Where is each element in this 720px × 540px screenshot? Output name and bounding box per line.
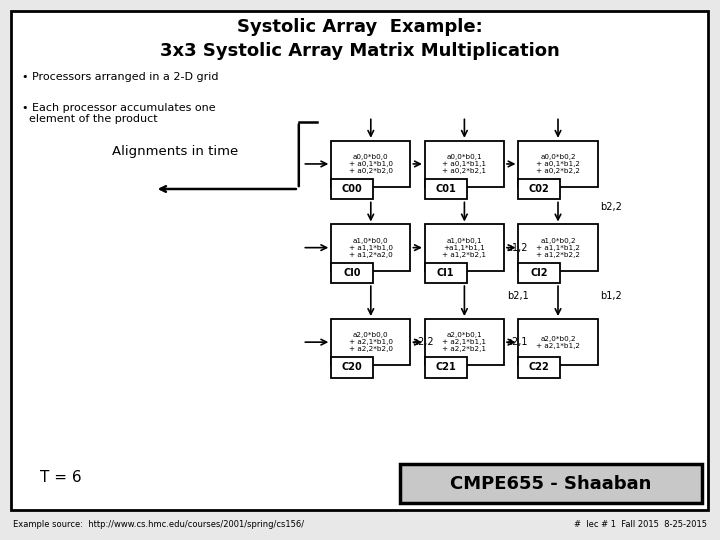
Text: C00: C00 (342, 184, 362, 194)
Text: C22: C22 (529, 362, 549, 373)
Bar (518, 179, 560, 199)
Text: a1,0*b0,2
+ a1,1*b1,2
+ a1,2*b2,2: a1,0*b0,2 + a1,1*b1,2 + a1,2*b2,2 (536, 238, 580, 258)
Text: a1,0*b0,1
+a1,1*b1,1
+ a1,2*b2,1: a1,0*b0,1 +a1,1*b1,1 + a1,2*b2,1 (442, 238, 487, 258)
Text: Cl0: Cl0 (343, 268, 361, 278)
Bar (518, 319, 598, 366)
Bar (425, 262, 467, 283)
Text: C21: C21 (436, 362, 456, 373)
Text: a1,0*b0,0
+ a1,1*b1,0
+ a1,2*a2,0: a1,0*b0,0 + a1,1*b1,0 + a1,2*a2,0 (348, 238, 393, 258)
Text: C02: C02 (529, 184, 549, 194)
Text: • Each processor accumulates one
  element of the product: • Each processor accumulates one element… (22, 103, 215, 124)
Bar (425, 357, 467, 377)
Bar (518, 357, 560, 377)
Text: a0,0*b0,0
+ a0,1*b1,0
+ a0,2*b2,0: a0,0*b0,0 + a0,1*b1,0 + a0,2*b2,0 (348, 154, 393, 174)
Bar (518, 141, 598, 187)
Bar (518, 262, 560, 283)
Text: b2,1: b2,1 (507, 291, 528, 301)
Text: Alignments in time: Alignments in time (112, 145, 238, 158)
Bar (331, 141, 410, 187)
Bar (425, 179, 467, 199)
Bar (518, 225, 598, 271)
Text: 3x3 Systolic Array Matrix Multiplication: 3x3 Systolic Array Matrix Multiplication (160, 42, 560, 60)
Text: Cl2: Cl2 (531, 268, 548, 278)
Bar (331, 262, 373, 283)
Text: CMPE655 - Shaaban: CMPE655 - Shaaban (450, 475, 652, 493)
Bar (331, 225, 410, 271)
Text: T = 6: T = 6 (40, 470, 81, 485)
Bar (331, 179, 373, 199)
Bar (425, 141, 504, 187)
Text: C01: C01 (436, 184, 456, 194)
Bar (425, 319, 504, 366)
Text: a0,0*b0,1
+ a0,1*b1,1
+ a0,2*b2,1: a0,0*b0,1 + a0,1*b1,1 + a0,2*b2,1 (442, 154, 487, 174)
Text: #  lec # 1  Fall 2015  8-25-2015: # lec # 1 Fall 2015 8-25-2015 (574, 521, 707, 529)
Text: b1,2: b1,2 (600, 291, 622, 301)
Text: a2,0*b0,1
+ a2,1*b1,1
+ a2,2*b2,1: a2,0*b0,1 + a2,1*b1,1 + a2,2*b2,1 (442, 332, 487, 352)
Text: b2,2: b2,2 (600, 201, 622, 212)
Text: C20: C20 (342, 362, 362, 373)
Bar (400, 464, 702, 503)
Text: a2,2: a2,2 (413, 337, 434, 347)
Text: a2,0*b0,0
+ a2,1*b1,0
+ a2,2*b2,0: a2,0*b0,0 + a2,1*b1,0 + a2,2*b2,0 (348, 332, 393, 352)
Text: a2,1: a2,1 (506, 337, 528, 347)
Text: a2,0*b0,2
+ a2,1*b1,2: a2,0*b0,2 + a2,1*b1,2 (536, 336, 580, 349)
Bar (425, 225, 504, 271)
Text: • Processors arranged in a 2-D grid: • Processors arranged in a 2-D grid (22, 72, 218, 82)
Text: Example source:  http://www.cs.hmc.edu/courses/2001/spring/cs156/: Example source: http://www.cs.hmc.edu/co… (13, 521, 304, 529)
Text: a1,2: a1,2 (506, 242, 528, 253)
Bar (331, 319, 410, 366)
Text: Systolic Array  Example:: Systolic Array Example: (237, 18, 483, 36)
Bar (331, 357, 373, 377)
Text: a0,0*b0,2
+ a0,1*b1,2
+ a0,2*b2,2: a0,0*b0,2 + a0,1*b1,2 + a0,2*b2,2 (536, 154, 580, 174)
Text: Cl1: Cl1 (437, 268, 454, 278)
